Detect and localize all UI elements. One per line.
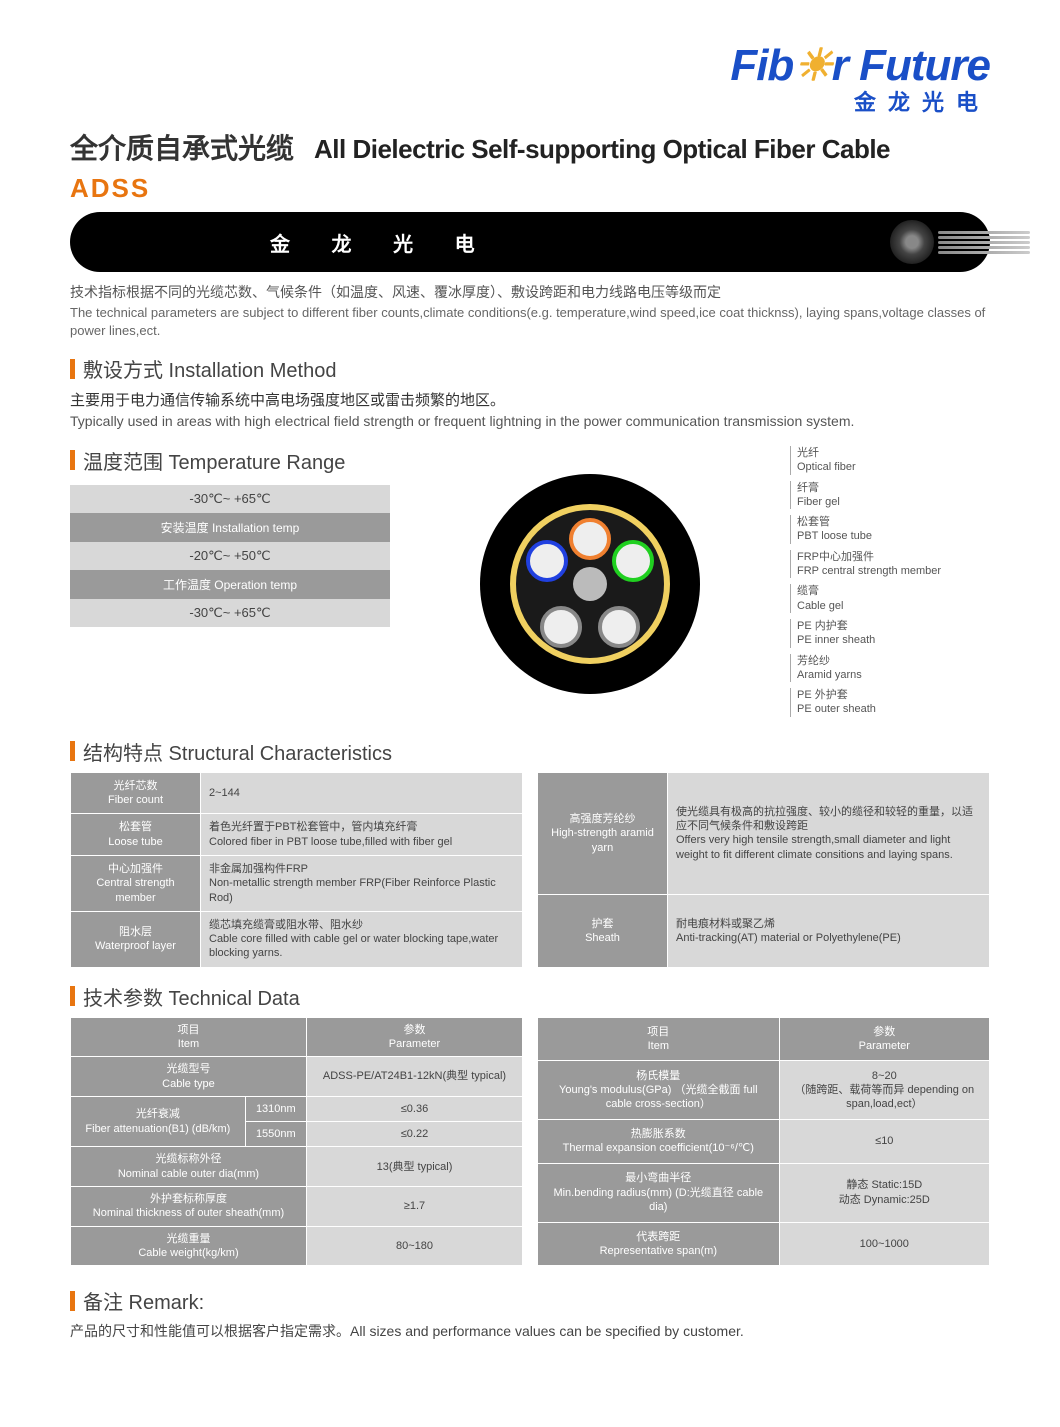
struct-head: 结构特点 Structural Characteristics xyxy=(70,737,990,766)
logo-r: r xyxy=(832,41,848,90)
install-head: 敷设方式 Installation Method xyxy=(70,354,990,383)
cross-section-diagram xyxy=(410,446,770,723)
intro-cn: 技术指标根据不同的光缆芯数、气候条件（如温度、风速、覆冰厚度）、敷设跨距和电力线… xyxy=(70,282,990,302)
logo-future: Future xyxy=(848,41,990,90)
tech-tables: 项目Item 参数Parameter 光缆型号Cable type ADSS-P… xyxy=(70,1017,990,1267)
tech-head: 技术参数 Technical Data xyxy=(70,982,990,1011)
logo: Fib☀r Future 金龙光电 xyxy=(70,40,990,117)
install-cn: 主要用于电力通信传输系统中高电场强度地区或雷击频繁的地区。 xyxy=(70,389,990,410)
intro-en: The technical parameters are subject to … xyxy=(70,304,990,340)
temp-head: 温度范围 Temperature Range xyxy=(70,446,390,475)
temp-table: -30℃~ +65℃ 安装温度 Installation temp -20℃~ … xyxy=(70,485,390,627)
cable-image: 金 龙 光 电 xyxy=(70,212,990,272)
remark-head: 备注 Remark: xyxy=(70,1286,990,1315)
title-row: 全介质自承式光缆 All Dielectric Self-supporting … xyxy=(70,127,990,167)
title-cn: 全介质自承式光缆 xyxy=(70,127,294,167)
cable-brand: 金 龙 光 电 xyxy=(270,228,493,257)
product-code: ADSS xyxy=(70,173,990,204)
title-en: All Dielectric Self-supporting Optical F… xyxy=(314,134,890,165)
diagram-labels: 光纤Optical fiber 纤膏Fiber gel 松套管PBT loose… xyxy=(790,446,990,723)
logo-text: Fib xyxy=(730,41,793,90)
logo-sun: ☀ xyxy=(793,41,831,90)
remark-text: 产品的尺寸和性能值可以根据客户指定需求。All sizes and perfor… xyxy=(70,1321,990,1341)
install-en: Typically used in areas with high electr… xyxy=(70,412,990,432)
struct-tables: 光纤芯数Fiber count 2~144 松套管Loose tube 着色光纤… xyxy=(70,772,990,968)
